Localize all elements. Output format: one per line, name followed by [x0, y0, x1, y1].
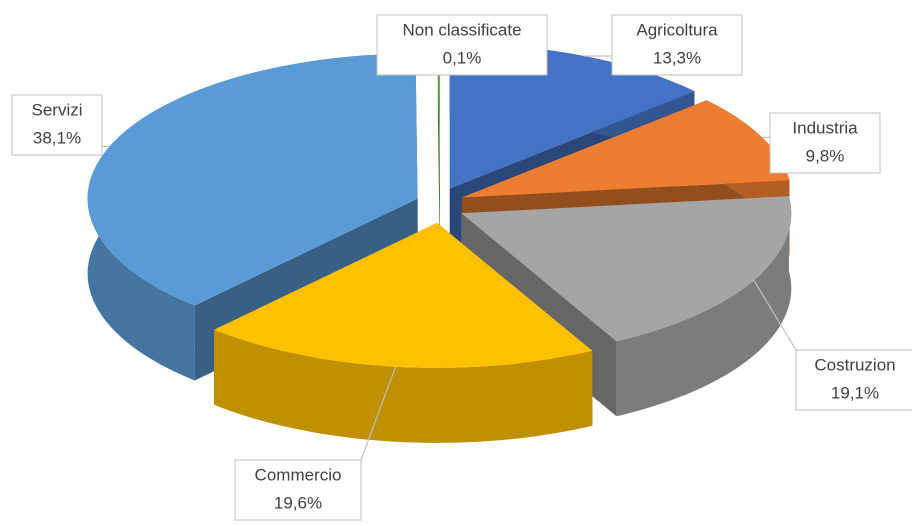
- category-label: Commercio: [255, 465, 342, 484]
- value-label: 19,1%: [831, 383, 879, 402]
- labels: Agricoltura 13,3% Industria 9,8% Costruzion 1…: [11, 14, 912, 521]
- label-box: [11, 94, 103, 156]
- value-label: 38,1%: [33, 128, 81, 147]
- leader-line: [753, 280, 797, 351]
- category-label: Non classificate: [402, 20, 521, 39]
- label-box: [234, 459, 362, 521]
- value-label: 9,8%: [806, 146, 845, 165]
- category-label: Agricoltura: [636, 20, 718, 39]
- category-label: Servizi: [31, 100, 82, 119]
- value-label: 0,1%: [443, 48, 482, 67]
- slice-wall: [214, 329, 593, 443]
- label-box: [611, 14, 743, 76]
- category-label: Costruzion: [814, 355, 895, 374]
- slice: [461, 100, 790, 198]
- slice: [87, 53, 418, 306]
- label-box: [769, 112, 881, 174]
- slice: [461, 196, 792, 342]
- value-label: 13,3%: [653, 48, 701, 67]
- slice: [214, 222, 593, 368]
- label-box: [795, 349, 912, 411]
- slice: [437, 42, 440, 187]
- pie: [87, 42, 792, 443]
- slice-wall: [616, 196, 792, 417]
- slice: [449, 43, 695, 189]
- leader-line: [360, 366, 397, 461]
- category-label: Industria: [792, 118, 858, 137]
- value-label: 19,6%: [274, 493, 322, 512]
- label-box: [376, 14, 548, 76]
